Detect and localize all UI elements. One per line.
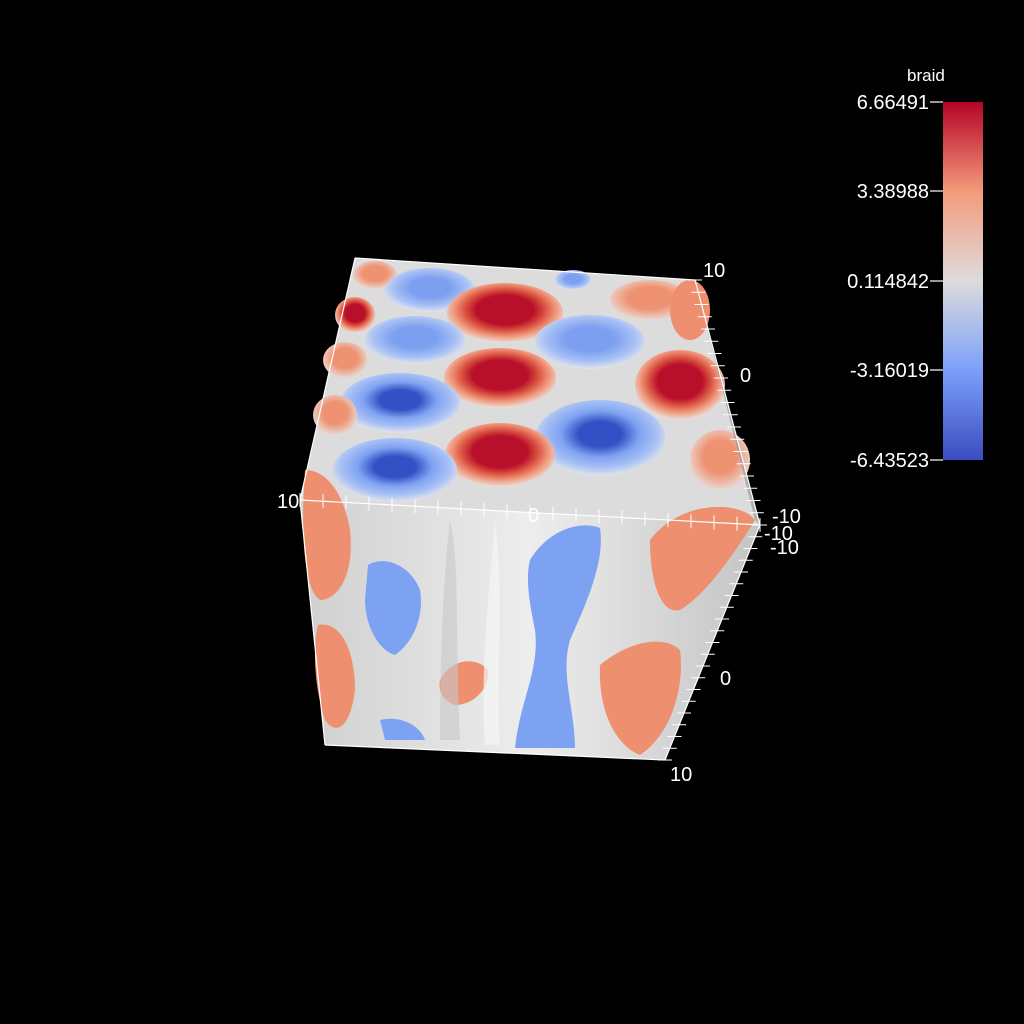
y-axis-label-neg10: -10 [772, 506, 801, 528]
y-axis-label-10: 10 [703, 260, 725, 282]
x-axis-label-10: 10 [277, 491, 299, 513]
scalar-bar-label-mid: 0.114842 [847, 271, 929, 293]
scalar-bar: braid 6.66491 3.38988 0.114842 -3.16019 … [847, 66, 983, 472]
z-axis-label-neg10: -10 [770, 537, 799, 559]
front-face-features [303, 470, 755, 755]
scalar-bar-gradient [943, 102, 983, 460]
scalar-bar-label-low: -3.16019 [850, 360, 929, 382]
scalar-bar-label-max: 6.66491 [857, 92, 929, 114]
scalar-bar-label-min: -6.43523 [850, 450, 929, 472]
top-face-cells [313, 261, 750, 502]
y-axis-label-0: 0 [740, 365, 751, 387]
axis-labels: 10 0 -10 10 0 -10 -10 0 10 [277, 260, 801, 786]
x-axis-label-0: 0 [528, 505, 539, 527]
isosurface-block[interactable] [299, 257, 767, 761]
axis-ticks [299, 279, 767, 761]
z-axis-label-10: 10 [670, 764, 692, 786]
axes-box [299, 257, 761, 761]
x-axis-label-neg10: -10 [764, 523, 793, 545]
scalar-bar-title: braid [907, 66, 945, 85]
z-axis-label-0: 0 [720, 668, 731, 690]
scalar-bar-label-high: 3.38988 [857, 181, 929, 203]
